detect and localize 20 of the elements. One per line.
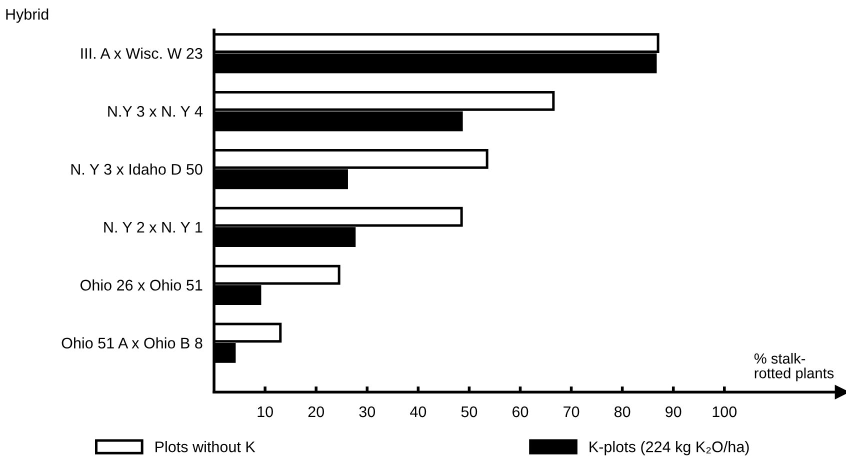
legend-label: Plots without K bbox=[156, 441, 256, 452]
y-tick-label: N. Y 2 x N. Y 1 bbox=[104, 222, 202, 233]
x-tick-label: 100 bbox=[712, 406, 737, 418]
y-axis-title: Hybrid bbox=[6, 8, 48, 23]
y-tick-label: Ohio 51 A x Ohio B 8 bbox=[62, 337, 202, 349]
y-tick-label: III. A x Wisc. W 23 bbox=[81, 48, 202, 59]
x-tick-label: 80 bbox=[614, 406, 630, 418]
x-tick-label: 50 bbox=[461, 406, 478, 418]
legend-label: K-plots (224 kg K₂O/ha) bbox=[590, 441, 749, 456]
x-tick-label: 10 bbox=[258, 406, 273, 418]
x-tick-label: 30 bbox=[359, 406, 376, 418]
x-axis-title: % stalk- rotted plants bbox=[754, 352, 834, 382]
y-tick-label: Ohio 26 x Ohio 51 bbox=[80, 279, 202, 291]
x-tick-label: 70 bbox=[564, 406, 580, 418]
x-tick-label: 90 bbox=[666, 406, 682, 418]
x-tick-label: 20 bbox=[308, 406, 324, 418]
x-tick-label: 60 bbox=[512, 406, 528, 418]
y-tick-label: N.Y 3 x N. Y 4 bbox=[108, 106, 202, 117]
y-tick-label: N. Y 3 x Idaho D 50 bbox=[71, 164, 202, 175]
x-tick-label: 40 bbox=[410, 406, 426, 418]
